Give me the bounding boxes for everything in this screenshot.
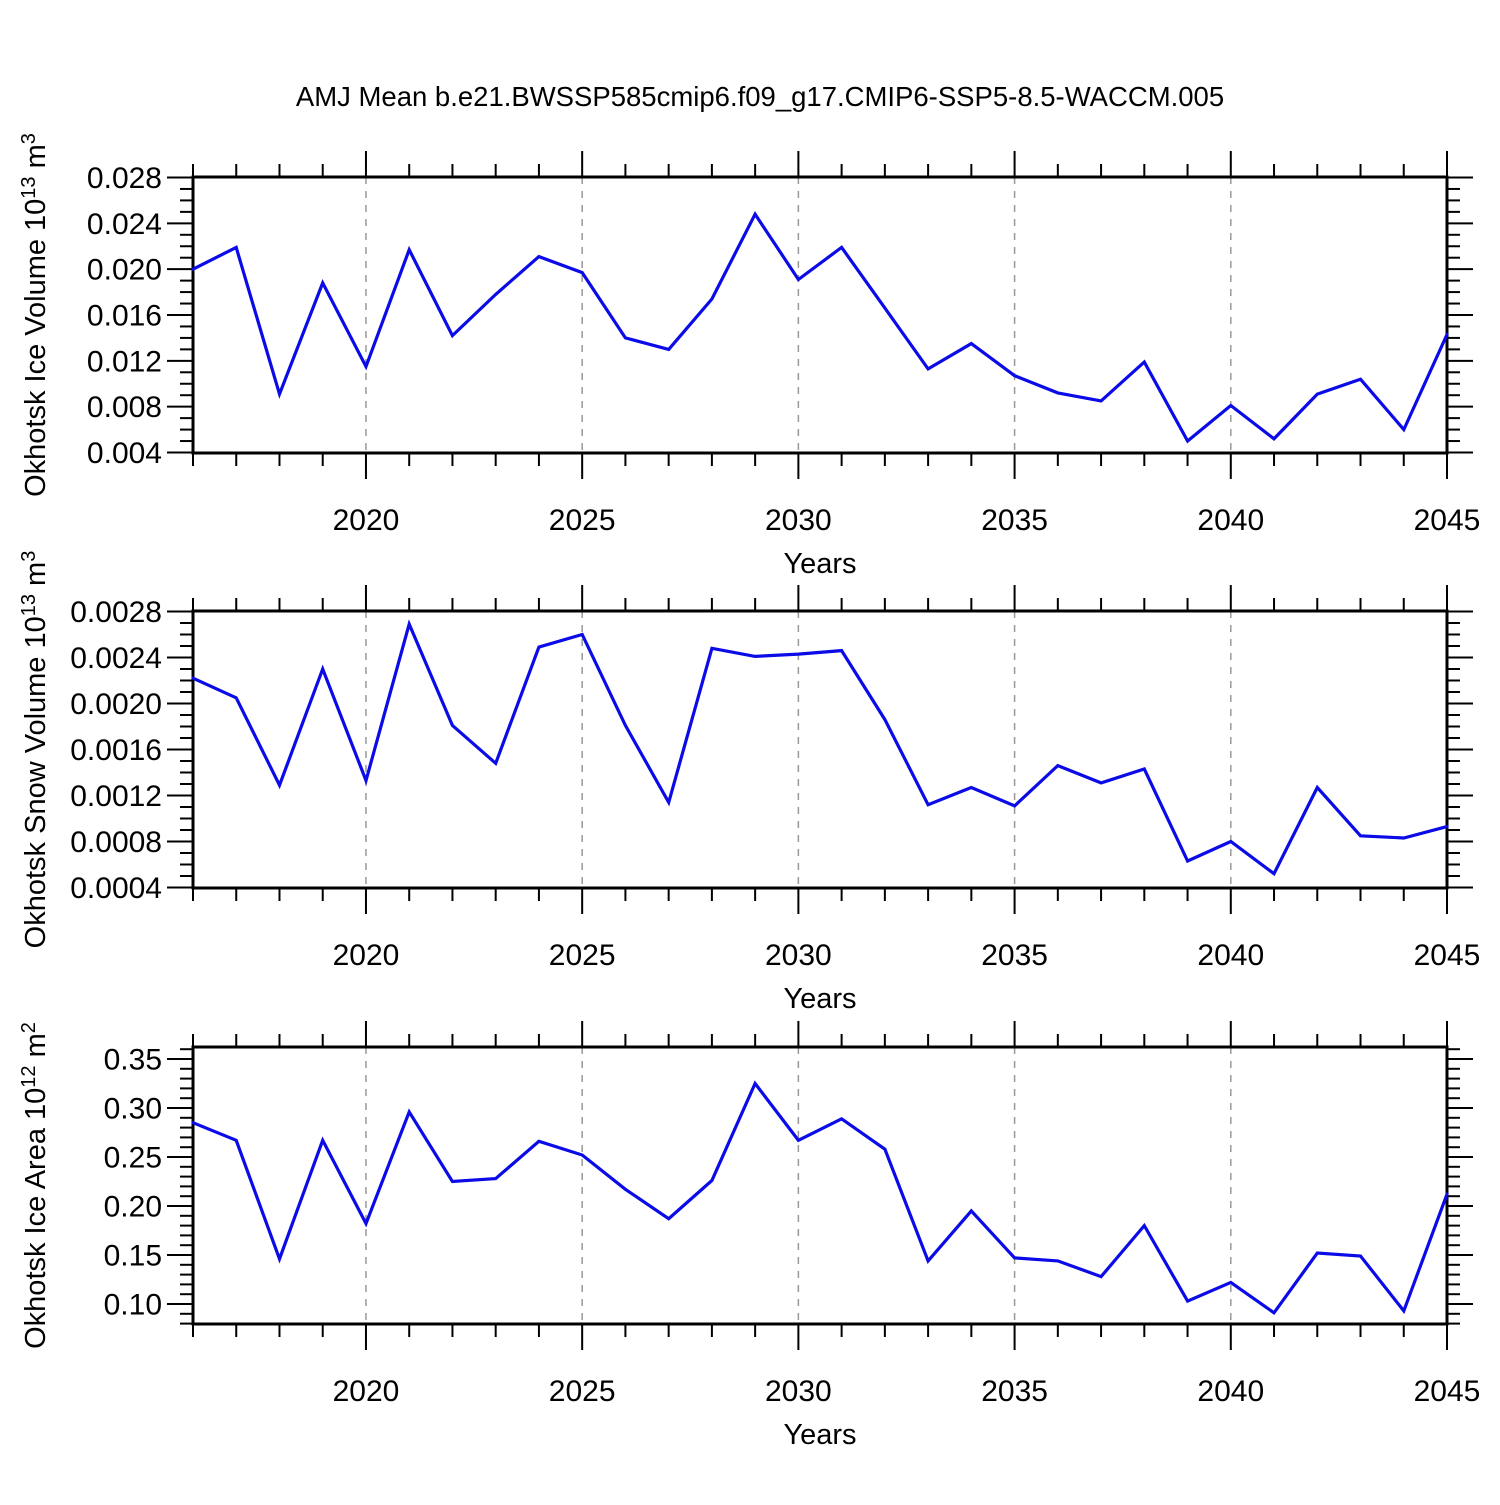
x-axis-title: Years — [783, 983, 856, 1015]
x-tick-label: 2020 — [333, 504, 400, 537]
y-title-text: m — [20, 1033, 52, 1065]
y-title-superscript: 13 — [18, 594, 40, 616]
x-tick-label: 2045 — [1414, 504, 1481, 537]
x-tick-label: 2025 — [549, 1375, 616, 1408]
y-tick-label: 0.004 — [87, 437, 162, 470]
y-title-superscript: 3 — [18, 551, 40, 562]
y-tick-label: 0.35 — [104, 1044, 162, 1077]
x-tick-label: 2020 — [333, 1375, 400, 1408]
x-tick-label: 2040 — [1197, 504, 1264, 537]
y-tick-label: 0.008 — [87, 391, 162, 424]
x-tick-label: 2040 — [1197, 939, 1264, 972]
y-tick-label: 0.30 — [104, 1093, 162, 1126]
x-tick-label: 2020 — [333, 939, 400, 972]
y-tick-label: 0.016 — [87, 300, 162, 333]
figure-title: AMJ Mean b.e21.BWSSP585cmip6.f09_g17.CMI… — [296, 81, 1224, 112]
y-title-text: m — [20, 144, 52, 176]
panel-2: 0.0004 0.0008 0.0012 0.0016 0.0020 0.0024 0.00… — [18, 551, 1480, 1015]
x-tick-label: 2045 — [1414, 939, 1481, 972]
x-tick-label: 2030 — [765, 504, 832, 537]
data-line — [191, 211, 1449, 444]
x-tick-label: 2025 — [549, 504, 616, 537]
y-axis-title: Okhotsk Snow Volume 1013 m3 — [18, 551, 52, 949]
panels-group: 0.004 0.008 0.012 0.016 0.020 0.024 0.028 2020 2… — [18, 133, 1480, 1451]
y-title-superscript: 3 — [18, 133, 40, 144]
y-axis-title: Okhotsk Ice Area 1012 m2 — [18, 1022, 52, 1349]
y-axis-title: Okhotsk Ice Volume 1013 m3 — [18, 133, 52, 497]
x-tick-label: 2030 — [765, 939, 832, 972]
y-title-text: m — [20, 562, 52, 594]
y-tick-label: 0.15 — [104, 1240, 162, 1273]
y-tick-label: 0.028 — [87, 162, 162, 195]
y-tick-label: 0.25 — [104, 1142, 162, 1175]
y-title-superscript: 12 — [18, 1065, 40, 1087]
y-tick-label: 0.024 — [87, 208, 162, 241]
x-axis-title: Years — [783, 548, 856, 580]
panel-3: 0.10 0.15 0.20 0.25 0.30 0.35 2020 2025 2030 2035… — [18, 1021, 1480, 1451]
y-tick-label: 0.0016 — [70, 734, 162, 767]
y-tick-label: 0.020 — [87, 254, 162, 287]
x-tick-label: 2035 — [981, 1375, 1048, 1408]
y-tick-label: 0.0008 — [70, 826, 162, 859]
y-title-superscript: 2 — [18, 1022, 40, 1033]
x-tick-label: 2035 — [981, 939, 1048, 972]
x-tick-label: 2030 — [765, 1375, 832, 1408]
panel-border — [191, 1045, 1449, 1326]
data-line — [191, 619, 1449, 877]
y-title-superscript: 13 — [18, 176, 40, 198]
y-tick-label: 0.0024 — [70, 642, 162, 675]
x-axis-title: Years — [783, 1419, 856, 1451]
x-tick-label: 2045 — [1414, 1375, 1481, 1408]
y-tick-label: 0.10 — [104, 1289, 162, 1322]
y-tick-label: 0.0020 — [70, 688, 162, 721]
y-title-text: Okhotsk Snow Volume 10 — [20, 616, 52, 948]
panel-1: 0.004 0.008 0.012 0.016 0.020 0.024 0.028 2020 2… — [18, 133, 1480, 580]
y-title-text: Okhotsk Ice Area 10 — [20, 1088, 52, 1349]
y-tick-label: 0.012 — [87, 345, 162, 378]
y-title-text: Okhotsk Ice Volume 10 — [20, 199, 52, 497]
data-line — [191, 1080, 1449, 1316]
panel-border — [191, 175, 1449, 455]
panel-border — [191, 609, 1449, 890]
y-tick-label: 0.0012 — [70, 780, 162, 813]
y-tick-label: 0.0028 — [70, 596, 162, 629]
x-tick-label: 2025 — [549, 939, 616, 972]
y-tick-label: 0.0004 — [70, 872, 162, 905]
y-tick-label: 0.20 — [104, 1191, 162, 1224]
x-tick-label: 2035 — [981, 504, 1048, 537]
x-tick-label: 2040 — [1197, 1375, 1264, 1408]
